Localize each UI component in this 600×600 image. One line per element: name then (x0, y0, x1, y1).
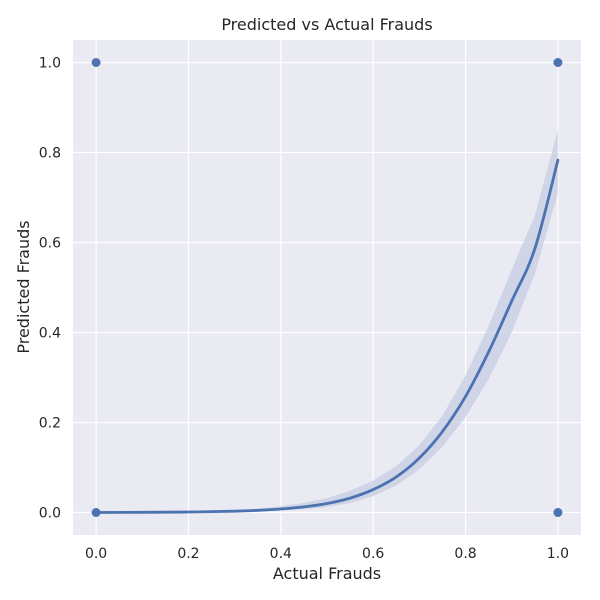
x-tick-label: 0.6 (362, 546, 384, 562)
fit-line-curve (94, 158, 560, 514)
data-point (553, 508, 563, 517)
x-tick-label: 1.0 (547, 546, 569, 562)
x-tick-label: 0.8 (454, 546, 476, 562)
data-points (91, 58, 563, 517)
data-point (91, 58, 101, 67)
y-tick-label: 0.0 (39, 506, 61, 522)
chart-title: Predicted vs Actual Frauds (221, 15, 432, 34)
data-point (553, 58, 563, 67)
grid (73, 40, 581, 535)
fit-line (94, 158, 560, 514)
x-tick-label: 0.0 (85, 546, 107, 562)
y-tick-label: 0.4 (39, 326, 61, 342)
tick-labels: 0.0 0.2 0.4 0.6 0.8 1.0 0.0 0.2 0.4 0.6 0.8 1.0 (39, 56, 569, 563)
confidence-band (96, 130, 558, 513)
data-point (91, 508, 101, 517)
y-tick-label: 0.2 (39, 416, 61, 432)
y-tick-label: 0.8 (39, 146, 61, 162)
y-axis-label: Predicted Frauds (14, 220, 33, 353)
confidence-band-area (96, 130, 558, 513)
plot-area (73, 40, 581, 535)
x-tick-label: 0.2 (177, 546, 199, 562)
y-tick-label: 0.6 (39, 236, 61, 252)
x-tick-label: 0.4 (270, 546, 292, 562)
x-axis-label: Actual Frauds (273, 564, 381, 583)
y-tick-label: 1.0 (39, 56, 61, 72)
